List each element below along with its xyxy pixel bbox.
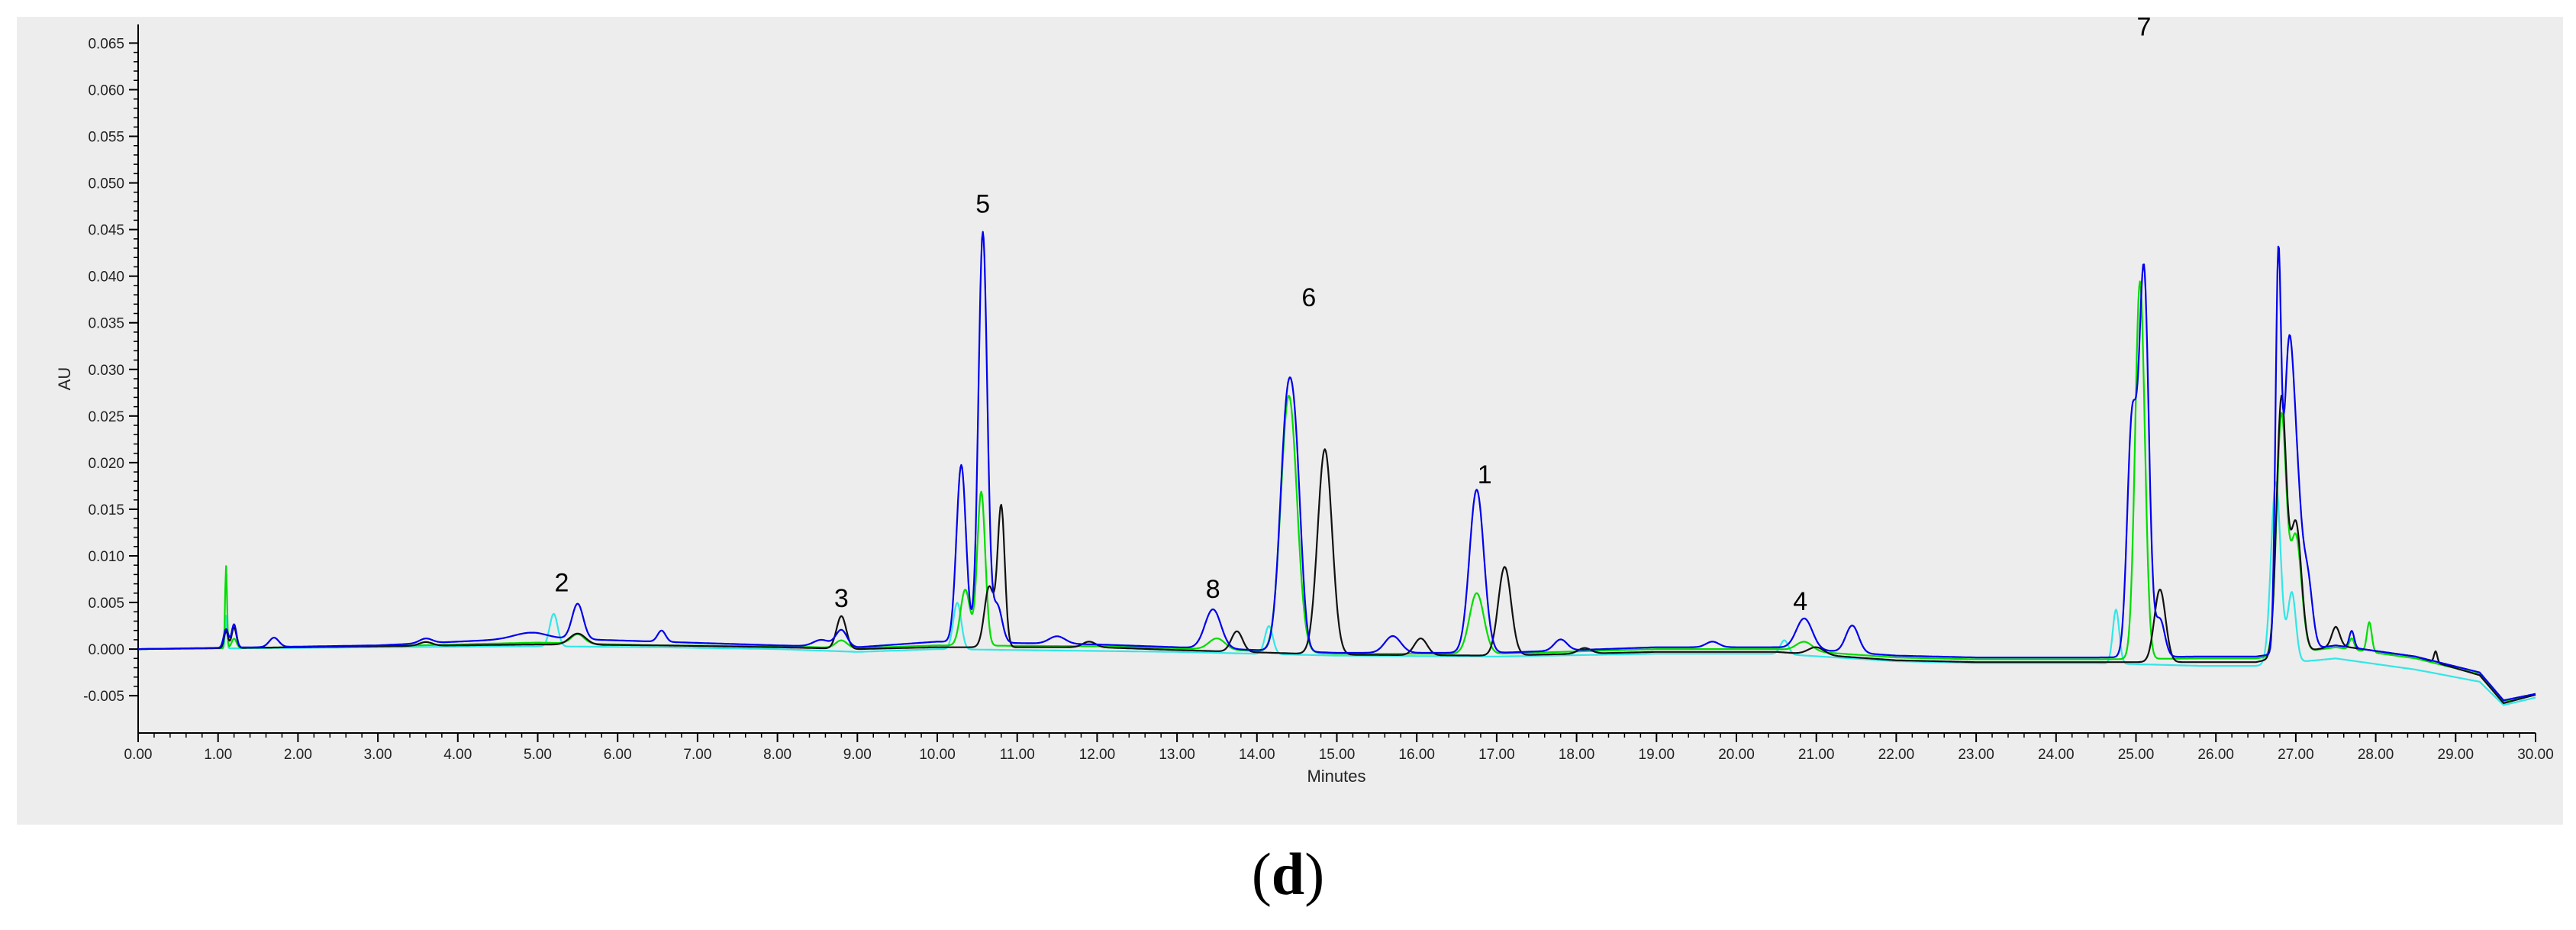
caption-open: ( bbox=[1251, 841, 1272, 907]
x-tick-label: 23.00 bbox=[1958, 747, 1994, 763]
y-tick-label: 0.000 bbox=[88, 642, 124, 658]
y-tick-label: 0.050 bbox=[88, 176, 124, 192]
peak-label: 3 bbox=[834, 584, 849, 613]
y-tick-label: 0.060 bbox=[88, 82, 124, 98]
y-tick-label: 0.055 bbox=[88, 130, 124, 146]
y-tick-label: 0.030 bbox=[88, 363, 124, 379]
x-tick-label: 2.00 bbox=[284, 747, 312, 763]
y-tick-label: 0.015 bbox=[88, 502, 124, 518]
caption-letter: d bbox=[1271, 841, 1305, 907]
peak-label: 8 bbox=[1206, 575, 1220, 604]
x-tick-label: 3.00 bbox=[364, 747, 392, 763]
y-tick-label: 0.025 bbox=[88, 409, 124, 425]
x-tick-label: 15.00 bbox=[1319, 747, 1356, 763]
x-tick-label: 0.00 bbox=[124, 747, 153, 763]
series-layer bbox=[137, 231, 2536, 706]
x-tick-label: 19.00 bbox=[1639, 747, 1675, 763]
x-tick-label: 4.00 bbox=[443, 747, 472, 763]
x-tick-label: 7.00 bbox=[683, 747, 711, 763]
y-tick-label: -0.005 bbox=[83, 689, 124, 705]
series-line bbox=[137, 481, 2536, 706]
x-tick-label: 20.00 bbox=[1718, 747, 1755, 763]
series-line bbox=[137, 395, 2536, 704]
figure-caption: (d) bbox=[0, 840, 2576, 909]
x-tick-label: 17.00 bbox=[1478, 747, 1515, 763]
peak-label: 1 bbox=[1478, 460, 1492, 489]
y-tick-label: 0.035 bbox=[88, 316, 124, 332]
peak-label: 4 bbox=[1793, 587, 1807, 616]
y-tick-label: 0.020 bbox=[88, 456, 124, 472]
peak-label: 5 bbox=[975, 190, 990, 219]
x-tick-label: 1.00 bbox=[204, 747, 232, 763]
peak-label: 7 bbox=[2137, 13, 2152, 42]
x-tick-label: 9.00 bbox=[843, 747, 872, 763]
y-tick-label: 0.045 bbox=[88, 223, 124, 239]
x-tick-label: 13.00 bbox=[1159, 747, 1195, 763]
x-tick-label: 16.00 bbox=[1398, 747, 1435, 763]
x-tick-label: 8.00 bbox=[763, 747, 791, 763]
peak-label: 6 bbox=[1301, 283, 1316, 312]
x-tick-label: 29.00 bbox=[2438, 747, 2474, 763]
series-line bbox=[137, 231, 2536, 702]
x-tick-label: 22.00 bbox=[1878, 747, 1915, 763]
peak-labels: 2 3 5 8 6 1 4 7 bbox=[554, 13, 2151, 616]
y-axis-label: AU bbox=[55, 367, 74, 391]
y-tick-label: 0.010 bbox=[88, 549, 124, 565]
x-tick-label: 24.00 bbox=[2038, 747, 2075, 763]
x-tick-label: 12.00 bbox=[1079, 747, 1116, 763]
peak-label: 2 bbox=[554, 568, 569, 597]
x-tick-label: 14.00 bbox=[1239, 747, 1275, 763]
chart-background bbox=[17, 17, 2563, 825]
x-tick-label: 27.00 bbox=[2278, 747, 2314, 763]
x-axis-ticks: 0.00 1.00 2.00 3.00 4.00 5.00 6.00 7.00 8.00 9.00… bbox=[124, 733, 2554, 763]
y-tick-label: 0.040 bbox=[88, 270, 124, 286]
x-tick-label: 18.00 bbox=[1559, 747, 1595, 763]
x-tick-label: 21.00 bbox=[1798, 747, 1835, 763]
x-tick-label: 10.00 bbox=[919, 747, 956, 763]
y-tick-label: 0.065 bbox=[88, 36, 124, 52]
y-axis-ticks: -0.005 0.000 0.005 0.010 0.015 0.020 0.025 0.03… bbox=[83, 36, 138, 705]
x-tick-label: 5.00 bbox=[524, 747, 552, 763]
caption-close: ) bbox=[1304, 841, 1325, 907]
x-tick-label: 6.00 bbox=[604, 747, 632, 763]
x-tick-label: 30.00 bbox=[2517, 747, 2554, 763]
x-tick-label: 25.00 bbox=[2118, 747, 2155, 763]
x-tick-label: 26.00 bbox=[2197, 747, 2234, 763]
x-tick-label: 28.00 bbox=[2358, 747, 2394, 763]
x-axis-label: Minutes bbox=[1307, 767, 1365, 786]
x-tick-label: 11.00 bbox=[1000, 747, 1035, 763]
y-tick-label: 0.005 bbox=[88, 596, 124, 612]
